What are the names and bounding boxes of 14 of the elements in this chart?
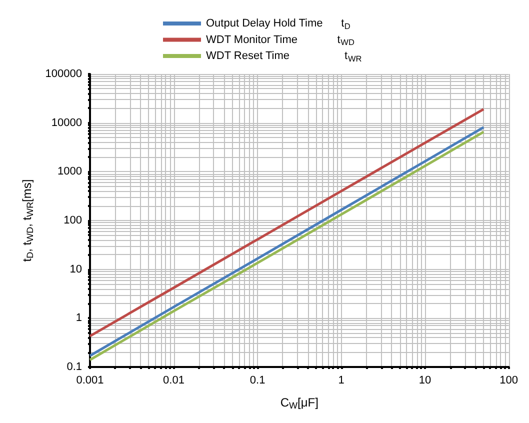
y-tick-label: 1 — [76, 312, 82, 324]
y-tick-label: 10 — [70, 263, 82, 276]
x-tick-label: 0.001 — [76, 374, 104, 386]
y-tick-label: 1000 — [58, 166, 82, 178]
x-tick-label: 100 — [500, 374, 518, 386]
y-tick-label: 0.1 — [66, 361, 82, 373]
y-tick-label: 100000 — [45, 68, 82, 80]
x-tick-label: 1 — [338, 374, 344, 386]
x-tick-label: 0.01 — [163, 374, 184, 386]
x-tick-label: 0.1 — [250, 374, 266, 386]
y-axis-title: tD, tWD, tWR[ms] — [20, 179, 35, 262]
x-tick-label: 10 — [418, 374, 432, 386]
y-tick-label: 100 — [64, 214, 82, 226]
y-tick-label: 10000 — [51, 116, 82, 129]
